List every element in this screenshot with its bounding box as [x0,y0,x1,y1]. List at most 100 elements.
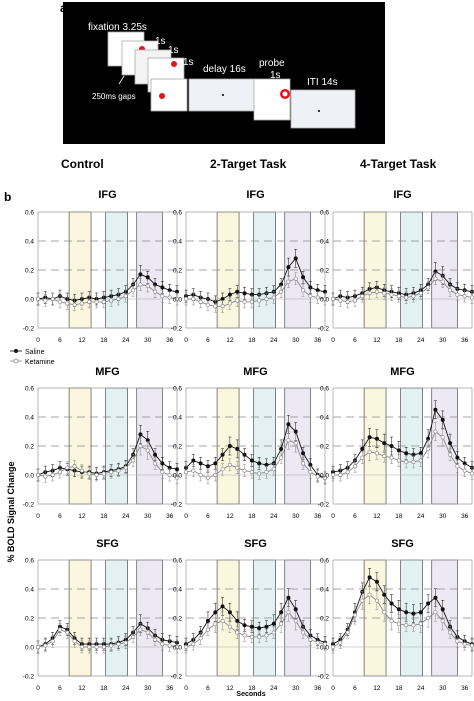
y-tick-label: 0.2 [25,444,34,451]
series-line-ketamine [332,594,473,648]
data-point-ketamine [448,452,453,457]
data-point-ketamine [279,289,284,294]
data-point-ketamine [220,618,225,623]
data-point-ketamine [235,465,240,470]
data-point-ketamine [382,454,387,459]
data-point-ketamine [338,298,343,303]
data-point-saline [242,452,247,457]
data-point-saline [191,458,196,463]
data-point-ketamine [101,644,106,649]
data-point-ketamine [367,449,372,454]
x-tick-label: 6 [58,337,62,344]
chart-panel: SFG 0.6 0.4 0.2 0.0 -0.20 6 12 18 24 30 36 [318,538,474,692]
data-point-saline [235,289,240,294]
data-point-saline [213,461,218,466]
x-tick-label: 36 [166,685,174,692]
data-point-ketamine [286,438,291,443]
data-point-ketamine [79,644,84,649]
x-tick-label: 30 [144,337,152,344]
data-point-saline [213,610,218,615]
data-point-ketamine [264,470,269,475]
x-tick-label: 36 [166,337,174,344]
data-point-ketamine [426,285,431,290]
data-point-ketamine [433,610,438,615]
data-point-ketamine [213,621,218,626]
data-point-saline [145,275,150,280]
data-point-ketamine [469,643,474,648]
legend-saline-marker [14,349,18,353]
data-point-saline [404,610,409,615]
data-point-saline [242,623,247,628]
data-point-ketamine [293,441,298,446]
plot-frame [37,387,178,505]
y-tick-label: 0.6 [320,386,329,393]
plot-frame [37,559,178,677]
data-point-ketamine [330,644,335,649]
x-tick-label: 18 [395,337,403,344]
x-tick-label: 36 [461,337,469,344]
data-point-ketamine [279,621,284,626]
data-point-ketamine [87,644,92,649]
y-tick-label: 0.0 [320,645,329,652]
x-tick-label: 12 [373,337,381,344]
data-point-ketamine [352,464,357,469]
data-point-saline [242,291,247,296]
condition-labels: Control 2-Target Task 4-Target Task [61,157,437,171]
x-tick-label: 36 [166,513,174,520]
x-tick-label: 18 [248,513,256,520]
y-tick-label: 0.4 [173,587,182,594]
plot-frame [185,559,326,677]
data-point-saline [389,443,394,448]
y-tick-label: -0.2 [318,326,330,333]
data-point-saline [198,461,203,466]
data-point-saline [382,441,387,446]
chart-title: IFG [98,189,116,201]
data-point-ketamine [271,467,276,472]
x-tick-label: 36 [461,685,469,692]
y-tick-label: -0.2 [23,502,35,509]
data-point-ketamine [345,299,350,304]
x-tick-label: 6 [206,513,210,520]
x-tick-label: 12 [78,685,86,692]
data-point-ketamine [338,640,343,645]
y-tick-label: 0.2 [320,616,329,623]
data-point-saline [264,624,269,629]
data-point-ketamine [271,295,276,300]
data-point-ketamine [345,630,350,635]
data-point-ketamine [160,470,165,475]
data-point-saline [448,441,453,446]
data-point-ketamine [213,304,218,309]
x-tick-label: 18 [395,513,403,520]
x-tick-label: 6 [58,685,62,692]
data-point-ketamine [257,634,262,639]
data-point-ketamine [235,298,240,303]
data-point-ketamine [131,288,136,293]
x-tick-label: 24 [417,337,425,344]
y-axis-label: % BOLD Signal Change [6,461,16,562]
data-point-ketamine [286,610,291,615]
plot-frame [185,211,326,329]
data-point-saline [249,458,254,463]
data-point-ketamine [175,475,180,480]
data-point-ketamine [184,470,189,475]
probe-label: probe [259,58,285,69]
data-point-saline [235,446,240,451]
data-point-ketamine [123,294,128,299]
x-tick-label: 6 [58,513,62,520]
x-tick-label: 0 [36,337,40,344]
data-point-saline [175,467,180,472]
data-point-saline [279,610,284,615]
data-point-ketamine [101,471,106,476]
data-point-ketamine [382,610,387,615]
data-point-ketamine [367,291,372,296]
data-point-ketamine [35,296,40,301]
data-point-saline [440,417,445,422]
data-point-ketamine [308,637,313,642]
data-point-ketamine [57,470,62,475]
x-tick-label: 30 [292,337,300,344]
y-tick-label: 0.2 [173,616,182,623]
data-point-ketamine [301,461,306,466]
